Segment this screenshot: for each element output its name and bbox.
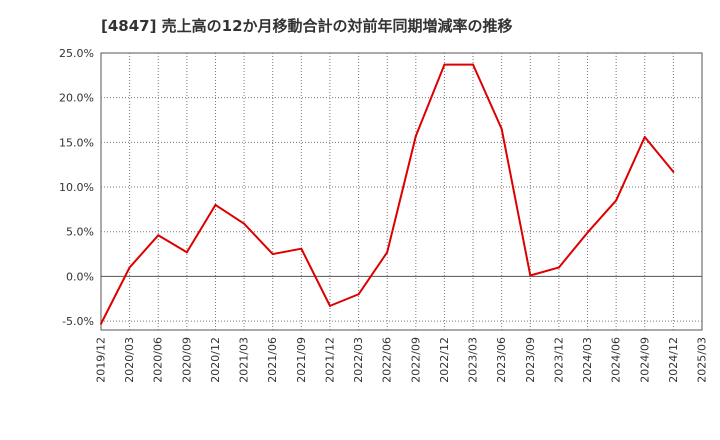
x-tick-label: 2022/09 xyxy=(409,337,422,383)
chart-title: [4847] 売上高の12か月移動合計の対前年同期増減率の推移 xyxy=(101,17,513,35)
x-tick-label: 2022/06 xyxy=(381,337,394,383)
y-tick-label: 25.0% xyxy=(59,47,94,60)
x-tick-label: 2023/12 xyxy=(552,337,565,383)
data-point xyxy=(672,170,675,173)
data-point xyxy=(214,203,217,206)
data-point xyxy=(328,304,331,307)
grid xyxy=(101,53,702,330)
x-tick-label: 2020/03 xyxy=(123,337,136,383)
data-point xyxy=(157,234,160,237)
y-tick-label: 5.0% xyxy=(66,226,94,239)
x-tick-label: 2024/03 xyxy=(581,337,594,383)
x-tick-label: 2021/09 xyxy=(295,337,308,383)
y-tick-label: 10.0% xyxy=(59,181,94,194)
data-point xyxy=(300,247,303,250)
x-tick-label: 2024/09 xyxy=(638,337,651,383)
x-tick-label: 2020/06 xyxy=(152,337,165,383)
x-tick-label: 2020/09 xyxy=(180,337,193,383)
data-point xyxy=(586,231,589,234)
data-point xyxy=(128,266,131,269)
y-tick-label: 15.0% xyxy=(59,136,94,149)
x-axis-ticks: 2019/12 2020/03 2020/06 2020/09 2020/12 2021/… xyxy=(95,337,709,383)
y-tick-label: 0.0% xyxy=(66,270,94,283)
x-tick-label: 2022/12 xyxy=(438,337,451,383)
y-tick-label: 20.0% xyxy=(59,92,94,105)
data-point xyxy=(643,135,646,138)
x-tick-label: 2021/06 xyxy=(266,337,279,383)
x-tick-label: 2023/09 xyxy=(524,337,537,383)
x-tick-label: 2022/03 xyxy=(352,337,365,383)
x-tick-label: 2023/06 xyxy=(495,337,508,383)
y-tick-label: -5.0% xyxy=(62,315,94,328)
x-tick-label: 2020/12 xyxy=(209,337,222,383)
x-tick-label: 2021/12 xyxy=(323,337,336,383)
data-point xyxy=(414,135,417,138)
data-point xyxy=(185,251,188,254)
x-tick-label: 2024/12 xyxy=(667,337,680,383)
data-point xyxy=(443,63,446,66)
data-point xyxy=(529,274,532,277)
x-tick-label: 2019/12 xyxy=(95,337,108,383)
x-tick-label: 2021/03 xyxy=(238,337,251,383)
data-point xyxy=(243,222,246,225)
data-point xyxy=(100,322,102,325)
data-point xyxy=(500,127,503,130)
data-point xyxy=(557,266,560,269)
series-layer xyxy=(100,63,675,325)
data-point xyxy=(271,253,274,256)
x-tick-label: 2024/06 xyxy=(610,337,623,383)
data-point xyxy=(386,251,389,254)
x-tick-label: 2023/03 xyxy=(467,337,480,383)
x-tick-label: 2025/03 xyxy=(696,337,709,383)
data-point xyxy=(357,293,360,296)
data-point xyxy=(615,199,618,202)
data-point xyxy=(472,63,475,66)
y-axis-ticks: -5.0% 0.0% 5.0% 10.0% 15.0% 20.0% 25.0% xyxy=(59,47,94,328)
